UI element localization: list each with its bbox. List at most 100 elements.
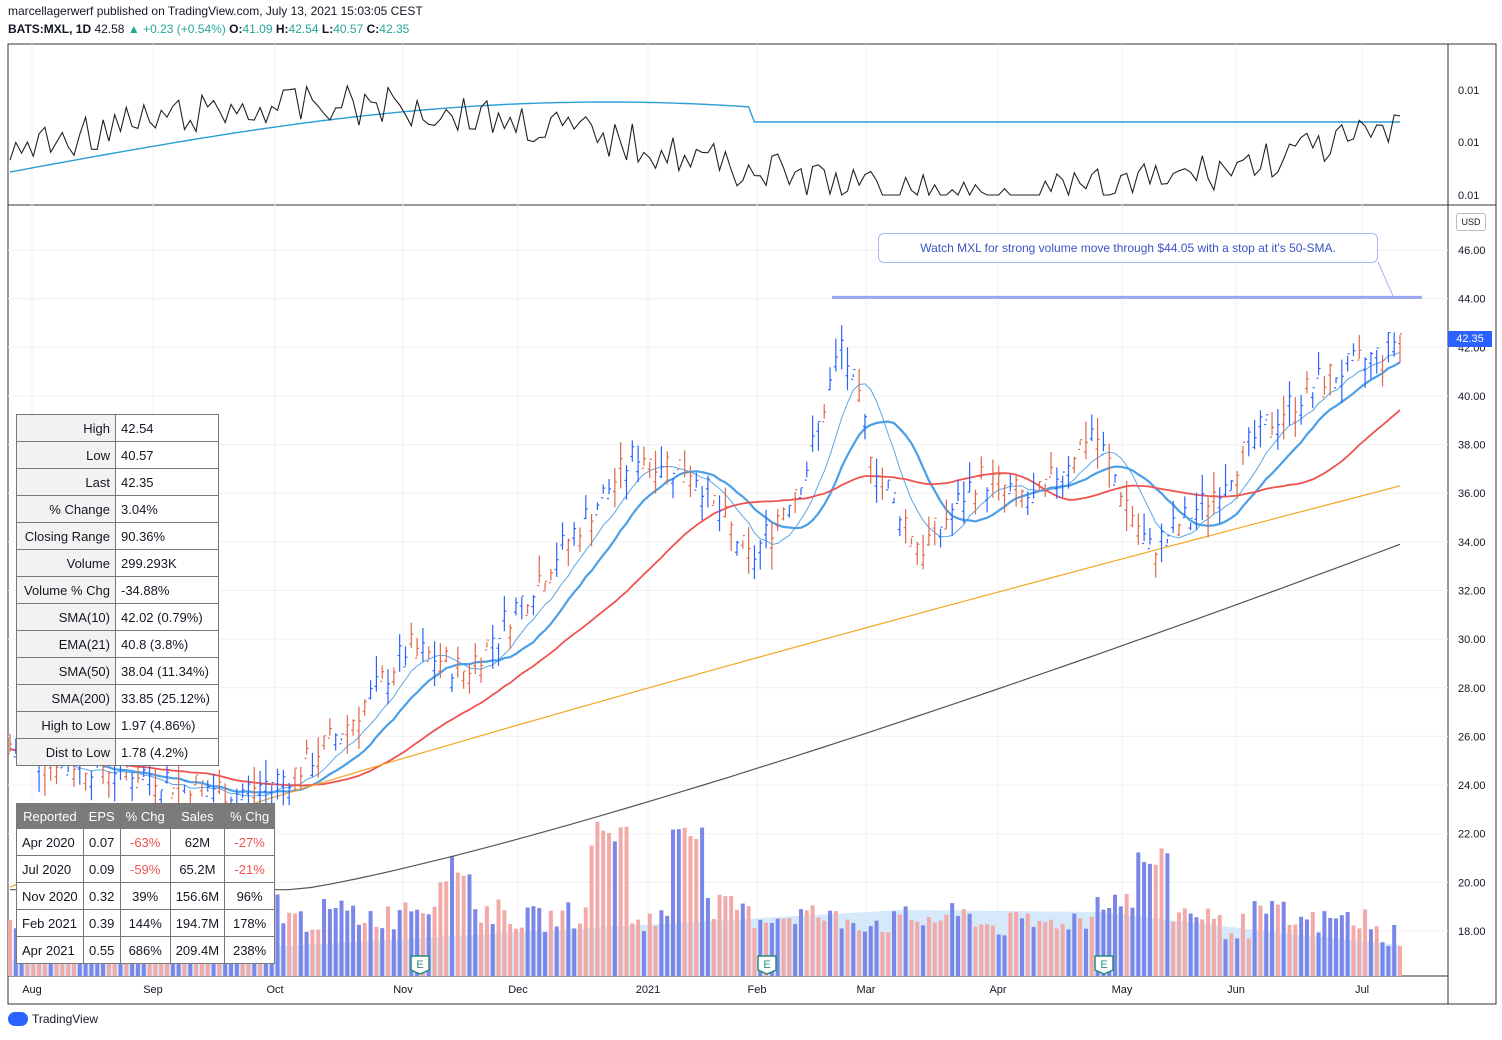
tradingview-logo[interactable]: TradingView — [8, 1012, 98, 1026]
volume-bar — [973, 926, 978, 976]
volume-bar — [548, 910, 553, 976]
x-tick-label: Jul — [1355, 984, 1369, 996]
earnings-marker — [757, 955, 777, 975]
earnings-cell: 209.4M — [169, 936, 226, 964]
earnings-table: Reported EPS% Chg Sales% Chg Apr 2020 0.07-… — [16, 803, 276, 964]
earnings-cell: 156.6M — [169, 882, 226, 910]
volume-bar — [1398, 946, 1402, 976]
symbol-header: BATS:MXL, 1D 42.58 ▲ +0.23 (+0.54%) O:41… — [8, 22, 409, 36]
volume-bar — [1293, 924, 1298, 976]
earnings-cell: 65.2M — [169, 855, 226, 883]
volume-bar — [577, 923, 582, 976]
stats-row: High 42.54 — [16, 414, 219, 442]
volume-bar — [833, 911, 838, 976]
volume-bar — [857, 930, 862, 976]
y-tick-label: 40.00 — [1458, 391, 1486, 403]
volume-bar — [752, 928, 757, 976]
volume-bar — [519, 927, 524, 976]
volume-bar — [682, 827, 687, 976]
volume-bar — [1304, 919, 1309, 976]
stats-row: Dist to Low 1.78 (4.2%) — [16, 738, 219, 766]
volume-bar — [1194, 917, 1199, 976]
stats-row: EMA(21) 40.8 (3.8%) — [16, 630, 219, 658]
volume-bar — [1351, 925, 1356, 976]
volume-bar — [1363, 909, 1368, 976]
y-tick-label: 30.00 — [1458, 634, 1486, 646]
volume-bar — [566, 902, 571, 976]
volume-bar — [1136, 852, 1141, 976]
volume-bar — [909, 920, 914, 976]
volume-bar — [1235, 938, 1240, 976]
earnings-cell: 238% — [224, 936, 276, 964]
volume-bar — [950, 903, 955, 976]
volume-bar — [944, 914, 949, 976]
volume-bar — [1264, 913, 1269, 976]
earnings-icon: E — [763, 959, 770, 971]
currency-label[interactable]: USD — [1456, 213, 1486, 231]
rs-tick-label: 0.01 — [1458, 190, 1479, 202]
volume-bar — [636, 919, 641, 976]
volume-bar — [641, 931, 646, 976]
volume-bar — [897, 914, 902, 976]
x-tick-label: 2021 — [636, 984, 660, 996]
brand-name: TradingView — [32, 1012, 99, 1026]
volume-bar — [938, 920, 943, 976]
rs-tick-label: 0.01 — [1458, 85, 1479, 97]
volume-bar — [583, 907, 588, 976]
volume-bar — [758, 919, 763, 976]
volume-bar — [1287, 924, 1292, 976]
stats-label: Volume % Chg — [16, 576, 116, 604]
volume-bar — [892, 911, 897, 976]
volume-bar — [572, 928, 577, 976]
volume-bar — [746, 906, 751, 976]
volume-bar — [1083, 928, 1088, 976]
volume-bar — [601, 830, 606, 976]
volume-bar — [1182, 908, 1187, 976]
earnings-header: Reported — [16, 803, 84, 829]
volume-bar — [711, 918, 716, 976]
earnings-cell: -27% — [224, 828, 276, 856]
last-price-tag: 42.35 — [1448, 331, 1492, 347]
symbol[interactable]: BATS:MXL, 1D — [8, 22, 92, 36]
volume-bar — [804, 910, 809, 976]
volume-bar — [828, 910, 833, 976]
volume-bar — [955, 916, 960, 976]
volume-bar — [1049, 919, 1054, 976]
volume-bar — [694, 838, 699, 976]
volume-bar — [1246, 938, 1251, 976]
volume-bar — [1374, 926, 1379, 976]
volume-bar — [1101, 909, 1106, 976]
stats-value: 42.54 — [115, 414, 219, 442]
chart-annotation[interactable]: Watch MXL for strong volume move through… — [878, 233, 1378, 263]
earnings-cell: 194.7M — [169, 909, 226, 937]
volume-bar — [612, 841, 617, 976]
ema21-line — [9, 361, 1401, 794]
volume-bar — [560, 910, 565, 976]
volume-bar — [403, 902, 408, 976]
volume-bar — [903, 906, 908, 976]
y-tick-label: 24.00 — [1458, 780, 1486, 792]
volume-bar — [397, 910, 402, 976]
volume-bar — [810, 905, 815, 976]
volume-bar — [676, 829, 681, 976]
volume-bar — [926, 917, 931, 976]
volume-bar — [1334, 918, 1339, 976]
volume-bar — [595, 821, 600, 976]
earnings-header: % Chg — [224, 803, 276, 829]
volume-bar — [781, 918, 786, 976]
stats-label: Low — [16, 441, 116, 469]
volume-bar — [647, 913, 652, 976]
volume-bar — [1072, 913, 1077, 976]
high-value: 42.54 — [288, 22, 319, 36]
volume-bar — [351, 905, 356, 976]
volume-bar — [13, 928, 18, 976]
volume-bar — [1124, 893, 1129, 976]
earnings-cell: 0.09 — [82, 855, 121, 883]
earnings-cell: 39% — [119, 882, 171, 910]
volume-bar — [607, 833, 612, 976]
earnings-cell: Jul 2020 — [16, 855, 84, 883]
stats-label: Volume — [16, 549, 116, 577]
stats-value: 90.36% — [115, 522, 219, 550]
volume-bar — [513, 928, 518, 976]
